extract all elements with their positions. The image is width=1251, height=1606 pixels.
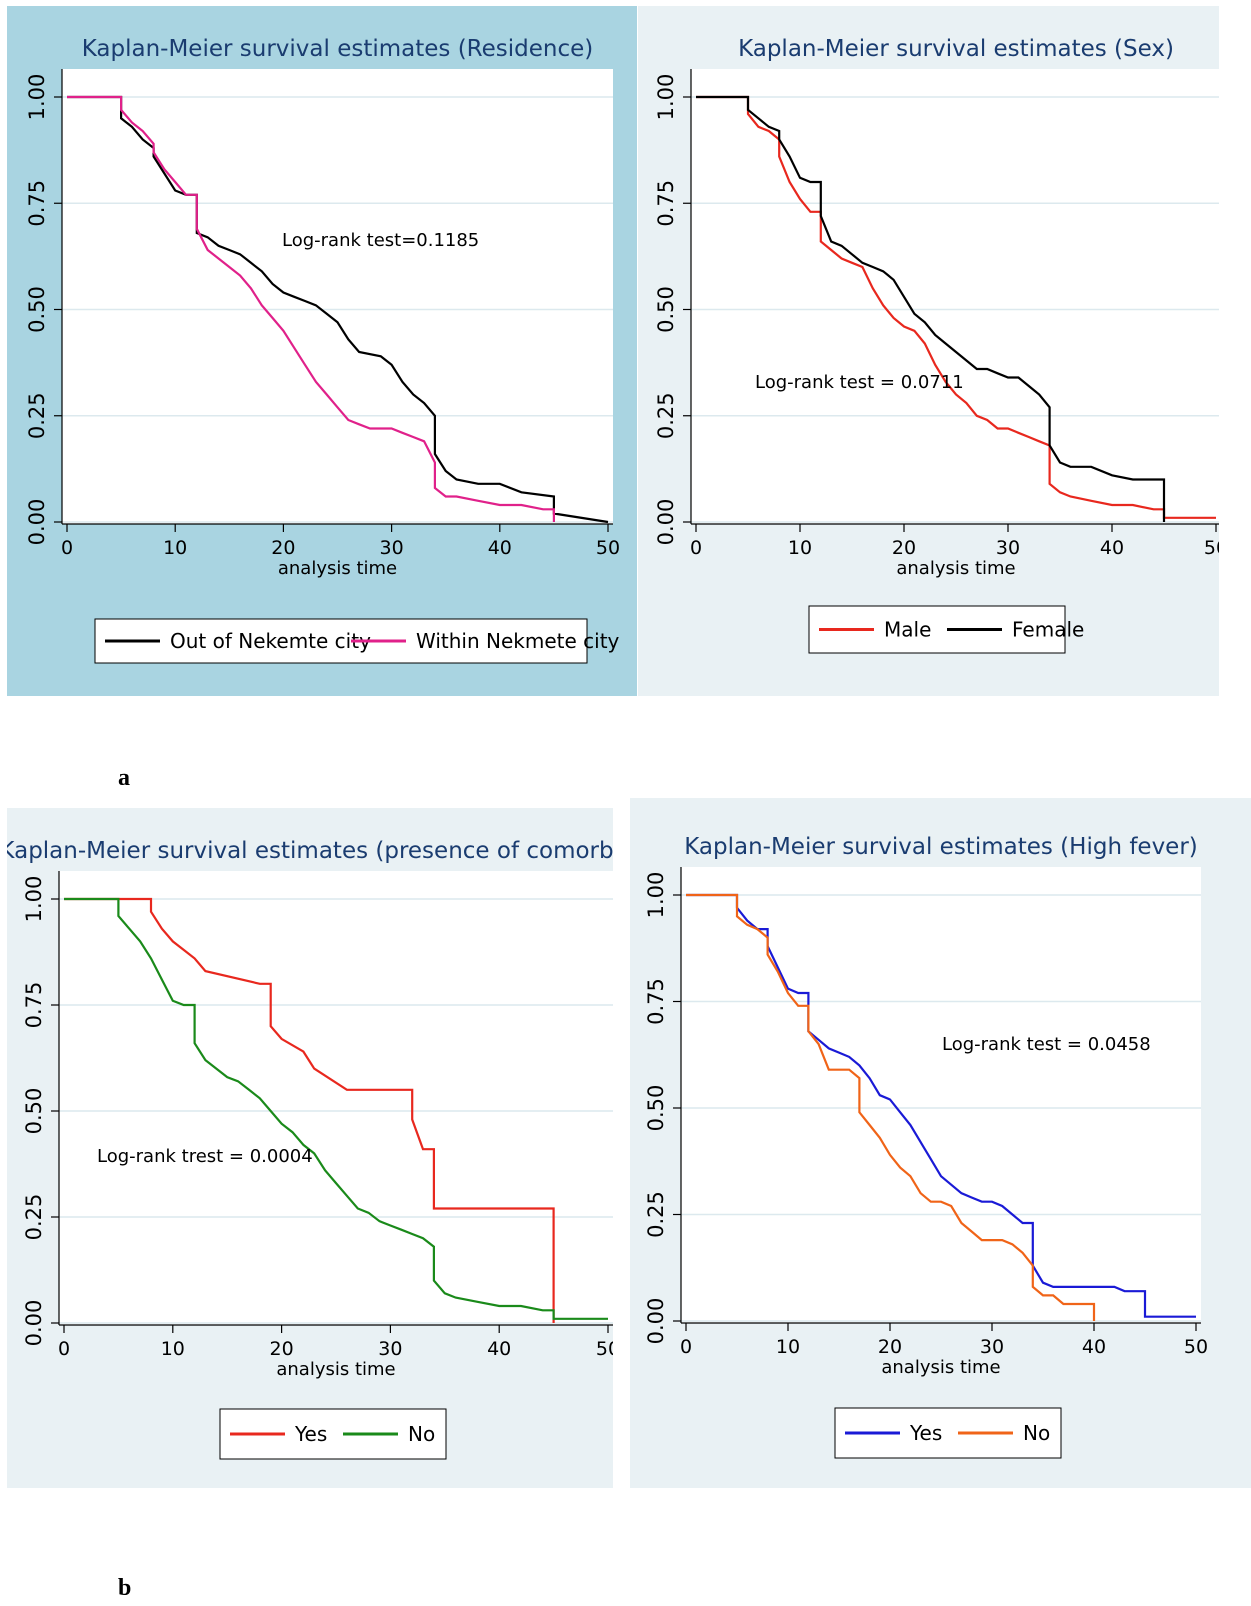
x-tick-label: 50 [1204, 537, 1219, 559]
x-tick-label: 20 [271, 537, 295, 559]
plot-area [59, 871, 613, 1325]
chart-svg: Kaplan-Meier survival estimates (presenc… [7, 808, 613, 1488]
legend-label: Female [1012, 618, 1084, 642]
legend-label: No [408, 1422, 435, 1446]
chart-title: Kaplan-Meier survival estimates (Sex) [738, 36, 1174, 62]
y-tick-label: 1.00 [25, 74, 49, 121]
y-tick-label: 0.00 [654, 499, 678, 546]
x-tick-label: 20 [878, 1336, 902, 1358]
chart-title: Kaplan-Meier survival estimates (presenc… [7, 838, 613, 864]
x-tick-label: 50 [596, 537, 620, 559]
series-line-1 [686, 893, 1196, 1318]
y-tick-label: 0.25 [654, 392, 678, 439]
x-tick-label: 40 [1082, 1336, 1106, 1358]
x-tick-label: 40 [1100, 537, 1124, 559]
y-tick-label: 0.50 [654, 286, 678, 333]
y-tick-label: 0.00 [22, 1300, 46, 1347]
x-tick-label: 0 [58, 1338, 70, 1360]
x-tick-label: 10 [163, 537, 187, 559]
chart-title: Kaplan-Meier survival estimates (Residen… [82, 36, 594, 62]
figure-label-a: a [118, 765, 130, 791]
y-tick-label: 1.00 [654, 74, 678, 121]
series-line-1 [696, 95, 1216, 519]
plot-area [62, 69, 613, 524]
chart-svg: Kaplan-Meier survival estimates (Residen… [7, 6, 637, 696]
legend-label: Yes [909, 1421, 942, 1445]
series-line-2 [67, 95, 555, 522]
series-line-2 [686, 893, 1096, 1321]
series-line-2 [64, 897, 608, 1320]
plot-area [681, 867, 1201, 1323]
y-tick-label: 1.00 [644, 872, 668, 919]
y-tick-label: 0.50 [644, 1085, 668, 1132]
figure-label-b: b [118, 1575, 132, 1601]
legend-label: Yes [294, 1422, 327, 1446]
chart-svg: Kaplan-Meier survival estimates (Sex) 0.0… [638, 6, 1219, 696]
y-tick-label: 0.25 [22, 1194, 46, 1241]
x-tick-label: 0 [61, 537, 73, 559]
plot-area [691, 69, 1219, 524]
legend-label: Male [884, 618, 931, 642]
series-line-1 [67, 95, 609, 524]
x-tick-label: 30 [380, 537, 404, 559]
km-chart-sex: Kaplan-Meier survival estimates (Sex) 0.0… [638, 6, 1219, 696]
x-axis-label: analysis time [278, 558, 397, 579]
y-tick-label: 1.00 [22, 876, 46, 923]
x-tick-label: 50 [596, 1338, 613, 1360]
log-rank-annotation: Log-rank test = 0.0711 [755, 372, 964, 393]
legend-box [94, 618, 588, 664]
legend-label: Out of Nekemte city [170, 629, 371, 653]
y-tick-label: 0.00 [25, 499, 49, 546]
x-tick-label: 10 [788, 537, 812, 559]
x-axis-label: analysis time [276, 1359, 395, 1380]
chart-svg: Kaplan-Meier survival estimates (High fe… [630, 798, 1251, 1488]
x-axis-label: analysis time [896, 558, 1015, 579]
y-tick-label: 0.75 [25, 180, 49, 227]
log-rank-annotation: Log-rank test = 0.0458 [942, 1034, 1151, 1055]
x-tick-label: 40 [487, 1338, 511, 1360]
x-tick-label: 30 [378, 1338, 402, 1360]
x-tick-label: 30 [980, 1336, 1004, 1358]
y-tick-label: 0.25 [25, 392, 49, 439]
series-line-1 [64, 897, 555, 1323]
series-line-2 [696, 95, 1166, 522]
x-axis-label: analysis time [881, 1357, 1000, 1378]
x-tick-label: 50 [1184, 1336, 1208, 1358]
km-chart-comorbidity: Kaplan-Meier survival estimates (presenc… [7, 808, 613, 1488]
y-tick-label: 0.75 [644, 978, 668, 1025]
km-chart-residence: Kaplan-Meier survival estimates (Residen… [7, 6, 637, 696]
x-tick-label: 20 [892, 537, 916, 559]
x-tick-label: 20 [270, 1338, 294, 1360]
x-tick-label: 10 [161, 1338, 185, 1360]
x-tick-label: 0 [680, 1336, 692, 1358]
x-tick-label: 10 [776, 1336, 800, 1358]
log-rank-annotation: Log-rank test=0.1185 [282, 230, 479, 251]
y-tick-label: 0.00 [644, 1298, 668, 1345]
x-tick-label: 40 [488, 537, 512, 559]
chart-title: Kaplan-Meier survival estimates (High fe… [684, 834, 1198, 860]
y-tick-label: 0.50 [22, 1088, 46, 1135]
log-rank-annotation: Log-rank trest = 0.0004 [97, 1146, 313, 1167]
legend-label: Within Nekmete city [416, 629, 620, 653]
y-tick-label: 0.75 [22, 982, 46, 1029]
y-tick-label: 0.75 [654, 180, 678, 227]
y-tick-label: 0.25 [644, 1191, 668, 1238]
km-chart-high-fever: Kaplan-Meier survival estimates (High fe… [630, 798, 1251, 1488]
legend-label: No [1023, 1421, 1050, 1445]
y-tick-label: 0.50 [25, 286, 49, 333]
x-tick-label: 30 [996, 537, 1020, 559]
x-tick-label: 0 [690, 537, 702, 559]
